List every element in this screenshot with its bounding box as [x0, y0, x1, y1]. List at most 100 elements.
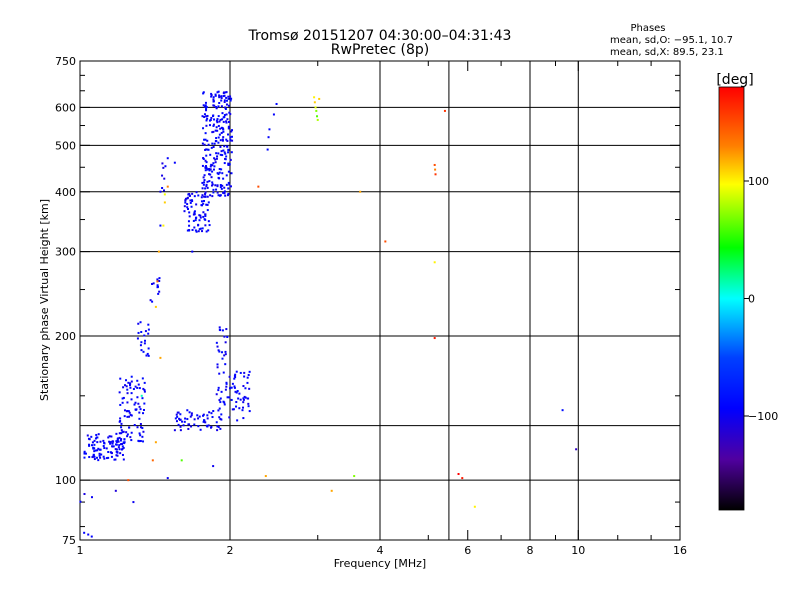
data-point	[222, 128, 225, 131]
data-point	[244, 396, 247, 399]
data-point	[221, 184, 224, 187]
data-point	[118, 436, 121, 439]
data-point	[226, 396, 229, 399]
data-point	[147, 323, 150, 326]
data-point	[158, 277, 161, 280]
data-point	[143, 381, 146, 384]
data-point	[119, 452, 122, 455]
data-point	[130, 398, 133, 401]
data-point	[223, 145, 226, 148]
data-point	[161, 174, 164, 177]
data-point	[215, 341, 218, 344]
data-point	[102, 439, 105, 442]
data-point	[216, 429, 219, 432]
data-point	[126, 435, 129, 438]
data-point	[115, 448, 118, 451]
data-point	[186, 409, 189, 412]
data-point	[147, 328, 150, 331]
data-point	[152, 282, 155, 285]
data-point	[213, 142, 216, 145]
data-point	[141, 397, 144, 400]
data-point	[143, 334, 146, 337]
data-point	[225, 183, 228, 186]
data-point	[224, 363, 227, 366]
data-point	[246, 381, 249, 384]
data-point	[214, 184, 217, 187]
data-point	[235, 400, 238, 403]
data-point	[111, 440, 114, 443]
data-point	[204, 215, 207, 218]
data-point	[225, 120, 228, 123]
data-point	[217, 426, 220, 429]
data-point	[127, 381, 130, 384]
data-point	[225, 385, 228, 388]
data-point	[120, 432, 123, 435]
data-point	[99, 448, 102, 451]
data-point	[384, 240, 387, 243]
data-point	[229, 113, 232, 116]
data-point	[219, 401, 222, 404]
data-point	[223, 190, 226, 193]
data-point	[121, 453, 124, 456]
x-tick-label: 2	[227, 544, 234, 557]
data-point	[238, 407, 241, 410]
data-point	[96, 441, 99, 444]
data-point	[212, 98, 215, 101]
data-point	[206, 148, 209, 151]
data-point	[218, 120, 221, 123]
data-point	[143, 389, 146, 392]
data-point	[140, 349, 143, 352]
data-point	[115, 443, 118, 446]
data-point	[103, 457, 106, 460]
data-point	[202, 215, 205, 218]
data-point	[200, 200, 203, 203]
data-point	[127, 479, 130, 482]
data-point	[206, 117, 209, 120]
data-point	[163, 193, 166, 196]
x-tick-label: 4	[377, 544, 384, 557]
data-point	[220, 99, 223, 102]
data-point	[179, 413, 182, 416]
data-point	[190, 205, 193, 208]
data-point	[205, 115, 208, 118]
data-point	[190, 412, 193, 415]
data-point	[212, 162, 215, 165]
data-point	[126, 388, 129, 391]
data-point	[235, 405, 238, 408]
data-point	[233, 385, 236, 388]
data-point	[186, 197, 189, 200]
data-point	[208, 224, 211, 227]
data-point	[147, 354, 150, 357]
data-point	[212, 191, 215, 194]
y-axis-label: Stationary phase Virtual Height [km]	[38, 199, 51, 401]
data-point	[205, 108, 208, 111]
data-point	[217, 409, 220, 412]
data-point	[217, 124, 220, 127]
data-point	[233, 377, 236, 380]
data-point	[575, 448, 578, 451]
data-point	[188, 211, 191, 214]
data-point	[205, 203, 208, 206]
data-point	[247, 373, 250, 376]
data-point	[217, 105, 220, 108]
data-point	[233, 386, 236, 389]
data-point	[203, 174, 206, 177]
data-point	[186, 203, 189, 206]
data-point	[103, 442, 106, 445]
data-point	[210, 116, 213, 119]
data-point	[203, 138, 206, 141]
data-point	[120, 448, 123, 451]
data-point	[215, 152, 218, 155]
data-point	[229, 136, 232, 139]
data-point	[201, 187, 204, 190]
data-point	[99, 440, 102, 443]
data-point	[107, 436, 110, 439]
data-point	[188, 411, 191, 414]
data-point	[242, 417, 245, 420]
data-point	[99, 456, 102, 459]
data-point	[209, 118, 212, 121]
data-point	[136, 337, 139, 340]
data-point	[213, 118, 216, 121]
data-point	[220, 95, 223, 98]
data-point	[141, 427, 144, 430]
